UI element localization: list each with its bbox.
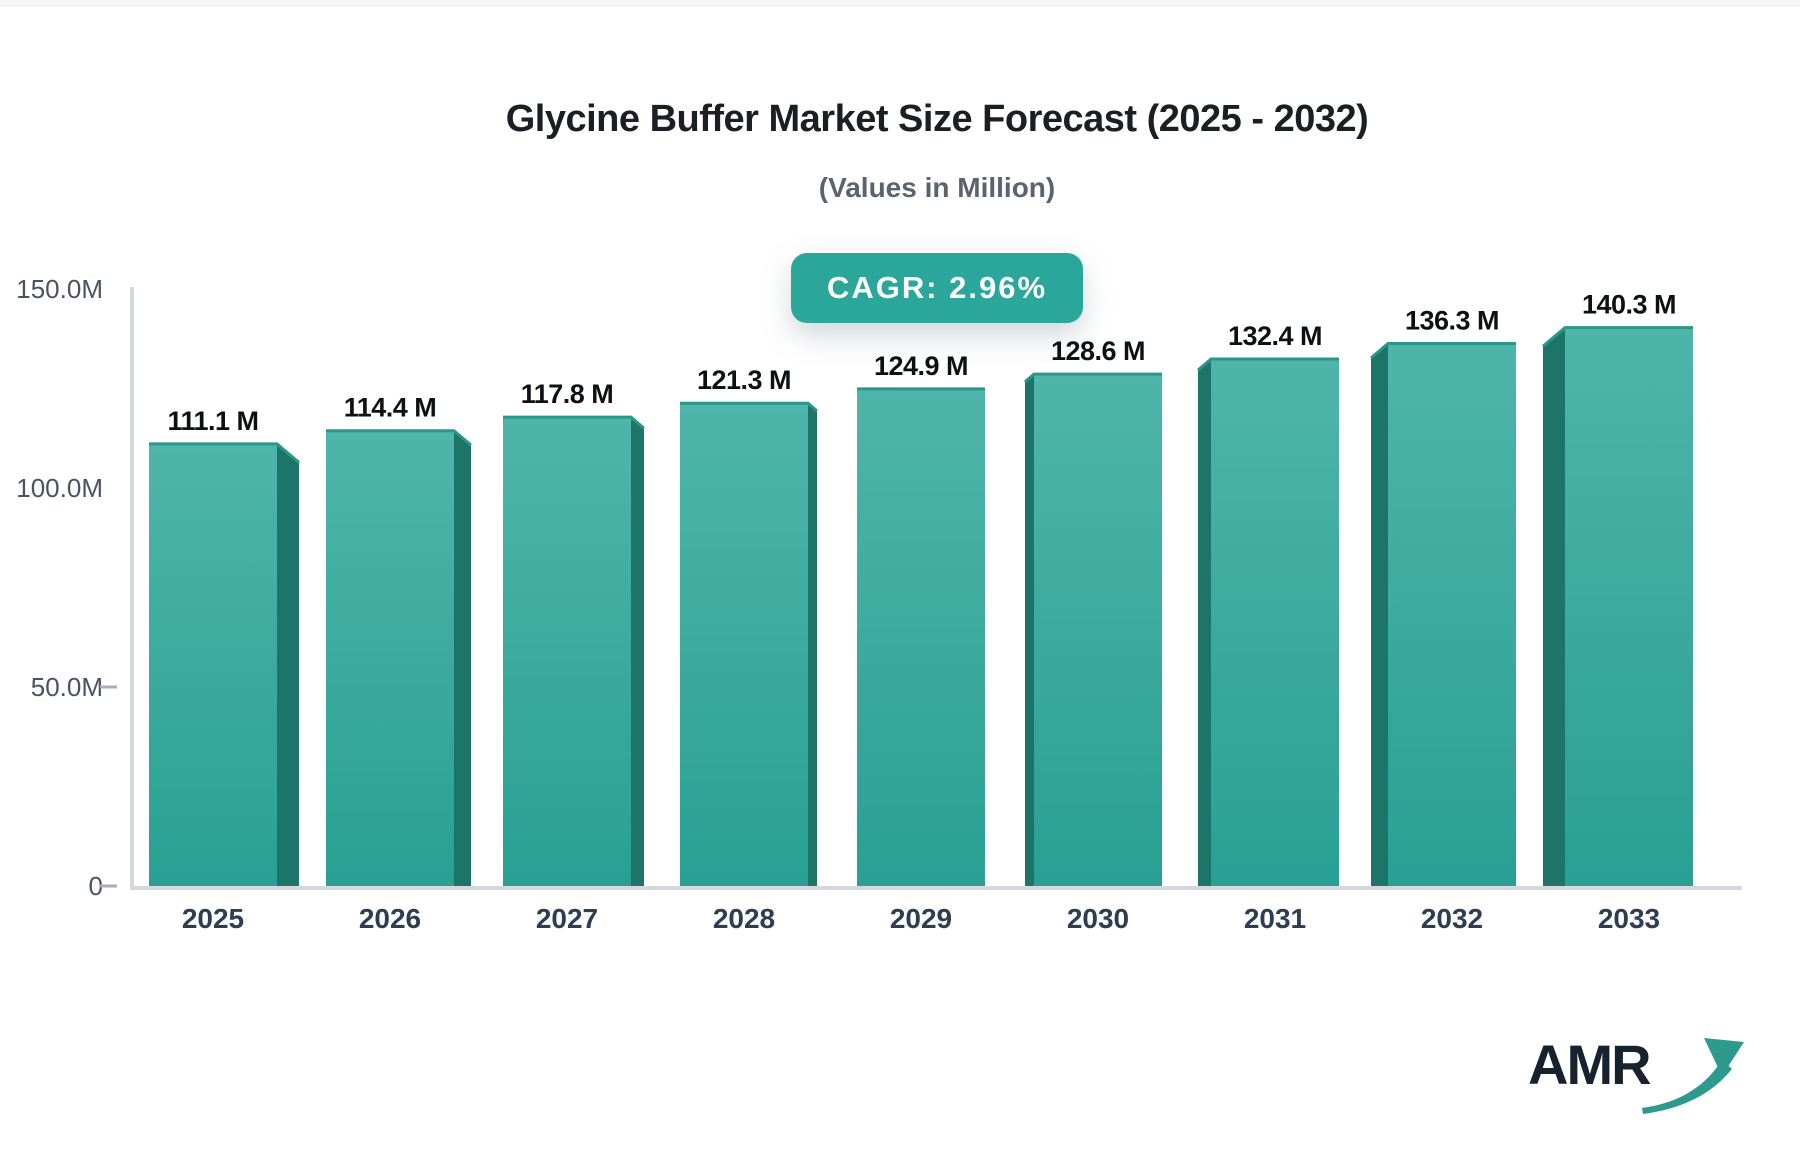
cagr-badge-row: CAGR: 2.96%	[132, 253, 1742, 323]
bar-2033: 140.3 M 2033	[1542, 290, 1693, 934]
amr-logo: AMR	[1528, 1032, 1758, 1127]
y-tick-label: 150.0M	[16, 274, 103, 304]
bar-top-edge	[1197, 357, 1339, 372]
x-tick-label: 2032	[1421, 903, 1483, 934]
bar-2028: 121.3 M 2028	[680, 365, 818, 934]
bar-2029: 124.9 M 2029	[857, 351, 985, 934]
y-tick-label: 50.0M	[31, 672, 103, 702]
growth-arrow-icon	[1642, 1038, 1744, 1114]
bar-value-label: 136.3 M	[1405, 306, 1499, 336]
bar-2025: 111.1 M 2025	[149, 406, 300, 934]
bar-2032: 136.3 M 2032	[1370, 306, 1516, 934]
x-tick-label: 2030	[1067, 903, 1129, 934]
x-tick-label: 2025	[182, 903, 244, 934]
bar-front-face	[1034, 374, 1162, 886]
bar-front-face	[326, 430, 454, 886]
bar-value-label: 128.6 M	[1051, 336, 1145, 366]
y-tick-label: 100.0M	[16, 473, 103, 503]
chart-title: Glycine Buffer Market Size Forecast (202…	[505, 98, 1369, 140]
bar-top-edge	[1370, 342, 1516, 360]
bar-front-face	[1388, 343, 1516, 886]
x-tick-label: 2028	[713, 903, 775, 934]
bar-side-face	[808, 403, 817, 886]
bar-2027: 117.8 M 2027	[503, 379, 645, 934]
x-tick-label: 2027	[536, 903, 598, 934]
bar-front-face	[857, 388, 985, 886]
x-tick-label: 2029	[890, 903, 952, 934]
bar-front-face	[503, 417, 631, 886]
bar-front-face	[680, 403, 808, 886]
bar-side-face	[1543, 327, 1565, 887]
bar-front-face	[149, 443, 277, 886]
bar-value-label: 124.9 M	[874, 351, 968, 381]
bar-side-face	[454, 430, 471, 886]
amr-logo-text: AMR	[1528, 1033, 1652, 1096]
bar-side-face	[631, 417, 644, 886]
chart-subtitle: (Values in Million)	[818, 172, 1056, 203]
x-tick-label: 2031	[1244, 903, 1306, 934]
bar-top-edge	[1024, 372, 1162, 383]
bar-2031: 132.4 M 2031	[1197, 321, 1339, 934]
bar-value-label: 111.1 M	[167, 406, 258, 436]
bar-front-face	[1211, 359, 1339, 887]
y-tick-label: 0	[89, 871, 103, 901]
top-border-strip	[0, 0, 1800, 6]
bar-front-face	[1565, 327, 1693, 887]
bar-top-edge	[1542, 326, 1693, 348]
x-tick-label: 2033	[1598, 903, 1660, 934]
x-tick-label: 2026	[359, 903, 421, 934]
bar-value-label: 117.8 M	[521, 379, 614, 409]
bar-side-face	[1198, 359, 1211, 887]
bar-side-face	[1371, 343, 1388, 886]
bar-top-edge	[503, 415, 645, 430]
bar-value-label: 121.3 M	[697, 365, 791, 395]
bar-top-edge	[326, 429, 472, 447]
bar-2026: 114.4 M 2026	[326, 393, 472, 934]
bar-2030: 128.6 M 2030	[1024, 336, 1162, 934]
bar-side-face	[277, 443, 299, 886]
bar-top-edge	[680, 401, 818, 413]
bar-top-edge	[149, 442, 300, 464]
bar-value-label: 140.3 M	[1582, 290, 1676, 320]
cagr-badge: CAGR: 2.96%	[790, 253, 1084, 323]
bar-value-label: 114.4 M	[344, 393, 437, 423]
bar-side-face	[1025, 374, 1034, 886]
bar-value-label: 132.4 M	[1228, 321, 1322, 351]
